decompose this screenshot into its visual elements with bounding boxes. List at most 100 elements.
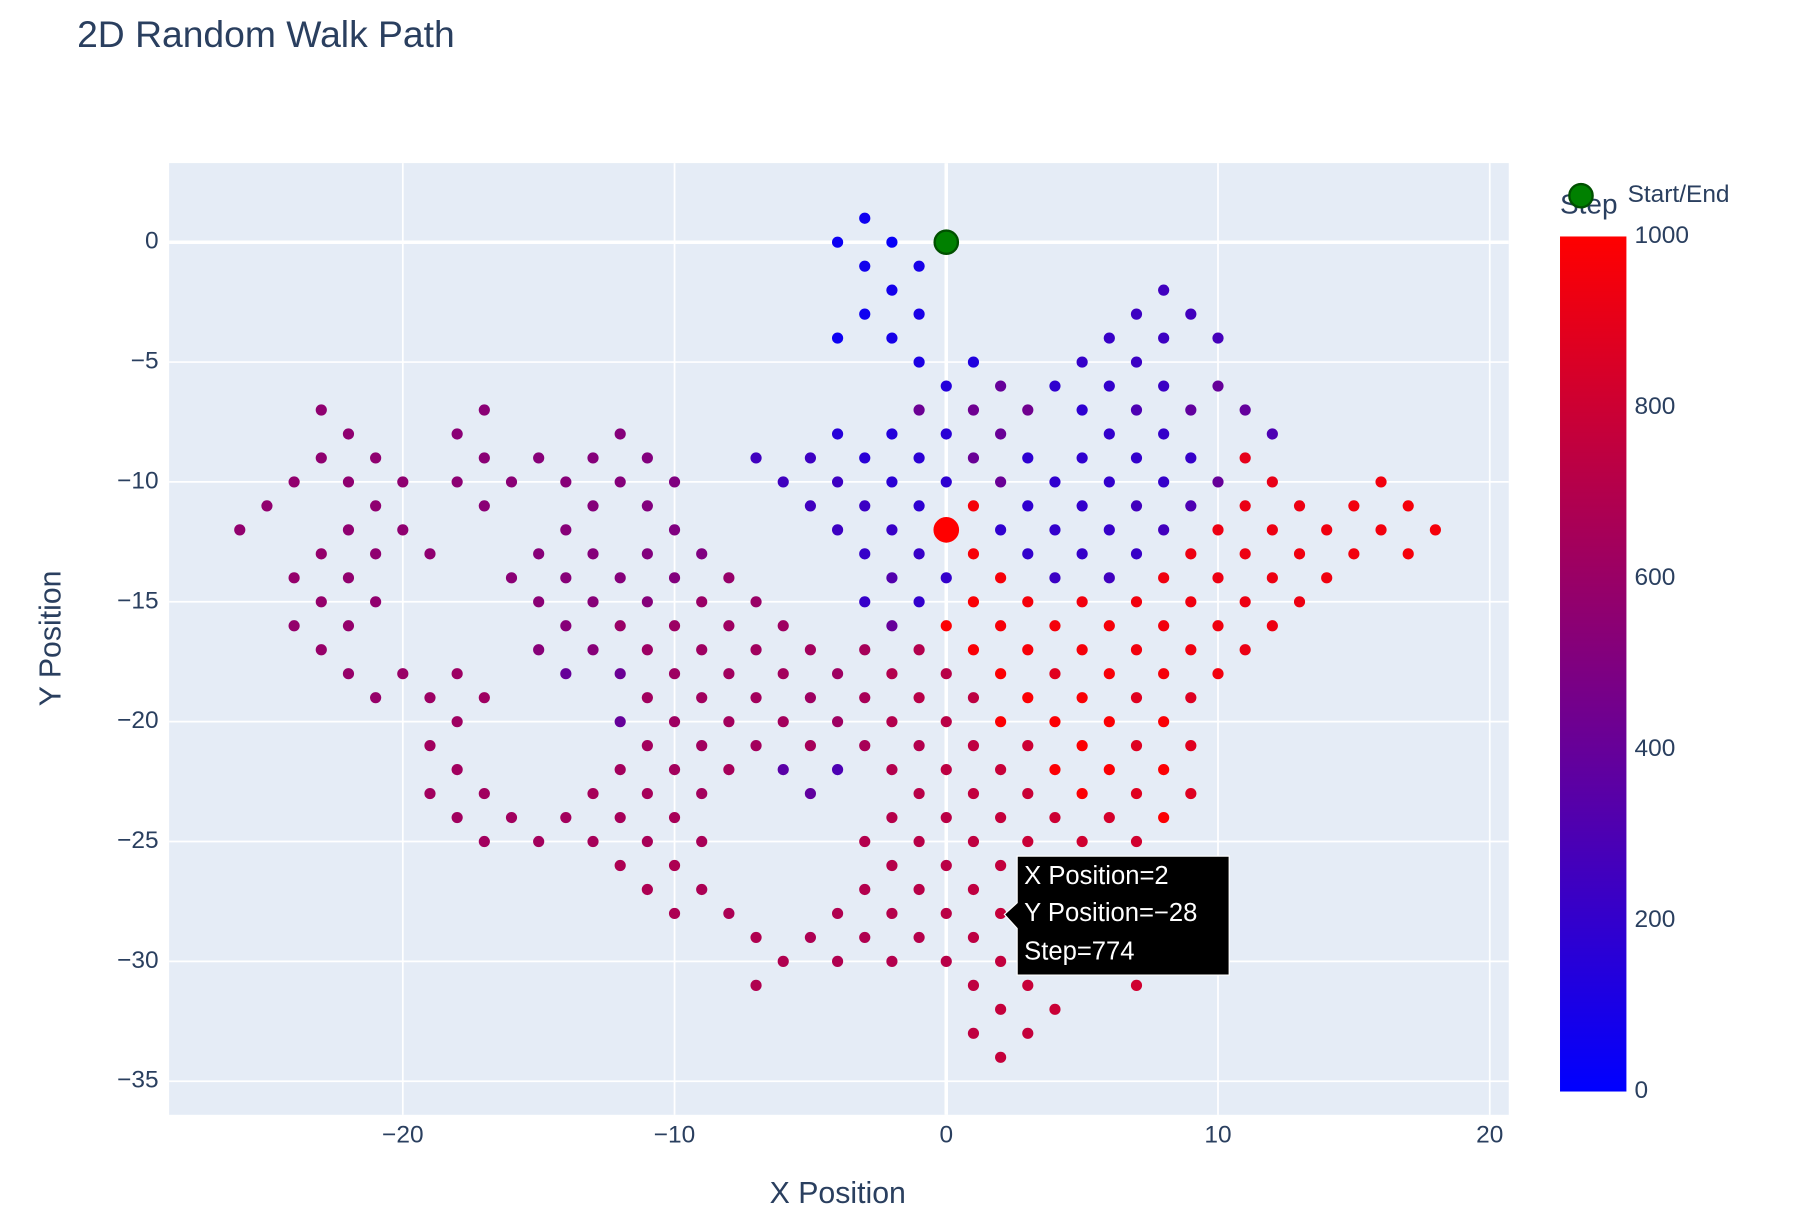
walk-point: [777, 764, 789, 776]
walk-point: [1076, 404, 1088, 416]
walk-point: [587, 596, 599, 608]
walk-point: [995, 907, 1007, 920]
walk-point: [342, 572, 355, 584]
walk-point: [967, 1027, 980, 1039]
chart-title: 2D Random Walk Path: [77, 13, 455, 55]
walk-point: [1239, 596, 1251, 608]
walk-point: [1076, 548, 1088, 560]
walk-point: [967, 356, 980, 368]
walk-point: [831, 955, 844, 967]
y-tick-label: −15: [117, 587, 158, 614]
walk-point: [913, 500, 925, 512]
walk-point: [886, 907, 898, 920]
walk-point: [696, 596, 708, 608]
walk-point: [1076, 500, 1088, 512]
hover-tooltip: X Position=2 Y Position=−28 Step=774: [1003, 855, 1230, 976]
walk-point: [995, 668, 1007, 680]
walk-point: [1321, 572, 1333, 584]
walk-point: [1130, 644, 1143, 656]
walk-point: [641, 500, 653, 512]
walk-point: [451, 764, 463, 776]
walk-point: [397, 524, 409, 536]
walk-point: [859, 835, 871, 848]
walk-point: [533, 452, 545, 464]
walk-point: [1076, 452, 1088, 464]
walk-point: [370, 452, 382, 464]
legend-label[interactable]: Start/End: [1628, 181, 1730, 208]
walk-point: [995, 811, 1007, 824]
walk-point: [913, 308, 925, 320]
walk-point: [886, 572, 898, 584]
walk-point: [288, 572, 300, 584]
walk-point: [1158, 380, 1170, 392]
walk-point: [1375, 524, 1387, 536]
walk-point: [804, 931, 816, 944]
walk-point: [424, 740, 436, 752]
walk-point: [804, 740, 816, 752]
walk-point: [478, 835, 490, 848]
walk-point: [1130, 452, 1143, 464]
tooltip-box: [1003, 855, 1230, 976]
walk-point: [533, 644, 545, 656]
walk-point: [1076, 835, 1088, 848]
walk-point: [913, 644, 925, 656]
walk-point: [315, 452, 327, 464]
walk-point: [1049, 380, 1061, 392]
walk-point: [1212, 668, 1224, 680]
walk-point: [696, 883, 708, 896]
walk-point: [995, 1051, 1007, 1063]
walk-point: [750, 644, 762, 656]
walk-point: [668, 524, 681, 536]
walk-point: [397, 668, 409, 680]
walk-point: [1103, 764, 1115, 776]
walk-point: [370, 692, 382, 704]
walk-point: [1103, 524, 1115, 536]
walk-point: [995, 524, 1007, 536]
walk-point: [560, 668, 572, 680]
walk-point: [533, 596, 545, 608]
walk-point: [859, 308, 871, 320]
walk-point: [1022, 740, 1034, 752]
walk-point: [397, 476, 409, 488]
walk-point: [1103, 668, 1115, 680]
walk-point: [668, 907, 681, 920]
walk-point: [1076, 356, 1088, 368]
walk-point: [1212, 332, 1224, 344]
walk-point: [967, 500, 980, 512]
walk-point: [1022, 979, 1034, 991]
walk-point: [750, 931, 762, 944]
walk-point: [1293, 548, 1306, 560]
walk-point: [1185, 548, 1197, 560]
walk-point: [370, 500, 382, 512]
start-end-marker: [933, 229, 960, 256]
walk-point: [777, 716, 789, 728]
walk-point: [1049, 572, 1061, 584]
walk-point: [1049, 524, 1061, 536]
walk-point: [505, 811, 518, 824]
walk-point: [696, 548, 708, 560]
walk-point: [723, 668, 735, 680]
walk-point: [315, 644, 327, 656]
walk-point: [1158, 476, 1170, 488]
walk-point: [668, 572, 681, 584]
walk-point: [1212, 620, 1224, 632]
walk-point: [1130, 596, 1143, 608]
walk-point: [1049, 764, 1061, 776]
walk-point: [913, 452, 925, 464]
walk-point: [614, 620, 626, 632]
tooltip-line: Y Position=−28: [1024, 899, 1197, 927]
walk-point: [967, 548, 980, 560]
walk-point: [1239, 404, 1251, 416]
walk-point: [1022, 835, 1034, 848]
y-tick-label: −10: [117, 467, 158, 494]
walk-point: [451, 716, 463, 728]
walk-point: [1049, 1003, 1061, 1015]
walk-point: [1022, 1027, 1034, 1039]
walk-point: [560, 811, 572, 824]
y-axis-label: Y Position: [35, 571, 68, 707]
walk-point: [560, 620, 572, 632]
walk-point: [804, 644, 816, 656]
y-tick-label: −35: [117, 1067, 158, 1094]
walk-point: [886, 284, 898, 296]
walk-point: [750, 452, 762, 464]
